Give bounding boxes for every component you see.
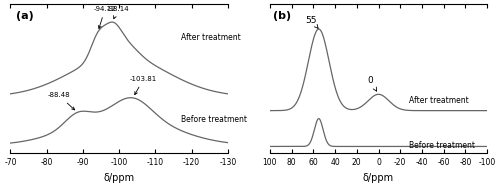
Text: -103.81: -103.81	[130, 76, 157, 95]
Text: 0: 0	[368, 76, 376, 91]
Text: -94.12: -94.12	[94, 6, 116, 28]
X-axis label: δ/ppm: δ/ppm	[363, 173, 394, 183]
Text: 55: 55	[306, 16, 318, 28]
Text: Before treatment: Before treatment	[180, 115, 246, 124]
Text: -98.14: -98.14	[106, 6, 129, 19]
Text: After treatment: After treatment	[180, 33, 240, 42]
Text: After treatment: After treatment	[409, 96, 469, 105]
Text: (a): (a)	[16, 11, 34, 21]
Text: Before treatment: Before treatment	[409, 141, 475, 150]
Text: -88.48: -88.48	[48, 92, 74, 110]
Text: (b): (b)	[273, 11, 291, 21]
X-axis label: δ/ppm: δ/ppm	[104, 173, 134, 183]
